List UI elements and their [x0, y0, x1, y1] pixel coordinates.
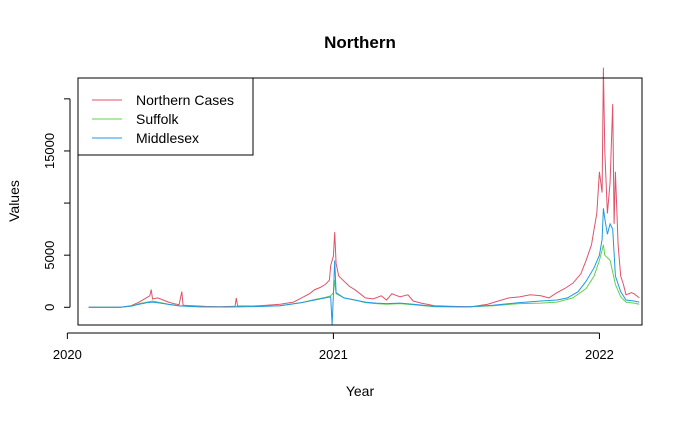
- y-axis: 0 5000 15000: [42, 98, 71, 311]
- chart-title: Northern: [324, 33, 396, 52]
- series-line-3: [88, 208, 640, 326]
- y-tick-label: 5000: [42, 241, 57, 270]
- x-tick-label: 2022: [585, 347, 614, 362]
- plot-lines: [88, 67, 640, 326]
- series-line-1: [88, 67, 640, 308]
- y-tick-label: 0: [42, 304, 57, 311]
- x-tick-label: 2020: [53, 347, 82, 362]
- legend-label: Middlesex: [136, 130, 199, 146]
- x-axis-label: Year: [346, 383, 375, 399]
- legend-label: Northern Cases: [136, 92, 234, 108]
- y-tick-label: 15000: [42, 133, 57, 169]
- legend: Northern Cases Suffolk Middlesex: [77, 77, 254, 156]
- y-axis-label: Values: [6, 180, 22, 222]
- legend-label: Suffolk: [136, 111, 180, 127]
- series-line-2: [88, 244, 640, 308]
- x-tick-label: 2021: [319, 347, 348, 362]
- x-axis: 2020 2021 2022: [53, 332, 614, 362]
- legend-box: [77, 77, 254, 156]
- plot-frame: [77, 77, 643, 326]
